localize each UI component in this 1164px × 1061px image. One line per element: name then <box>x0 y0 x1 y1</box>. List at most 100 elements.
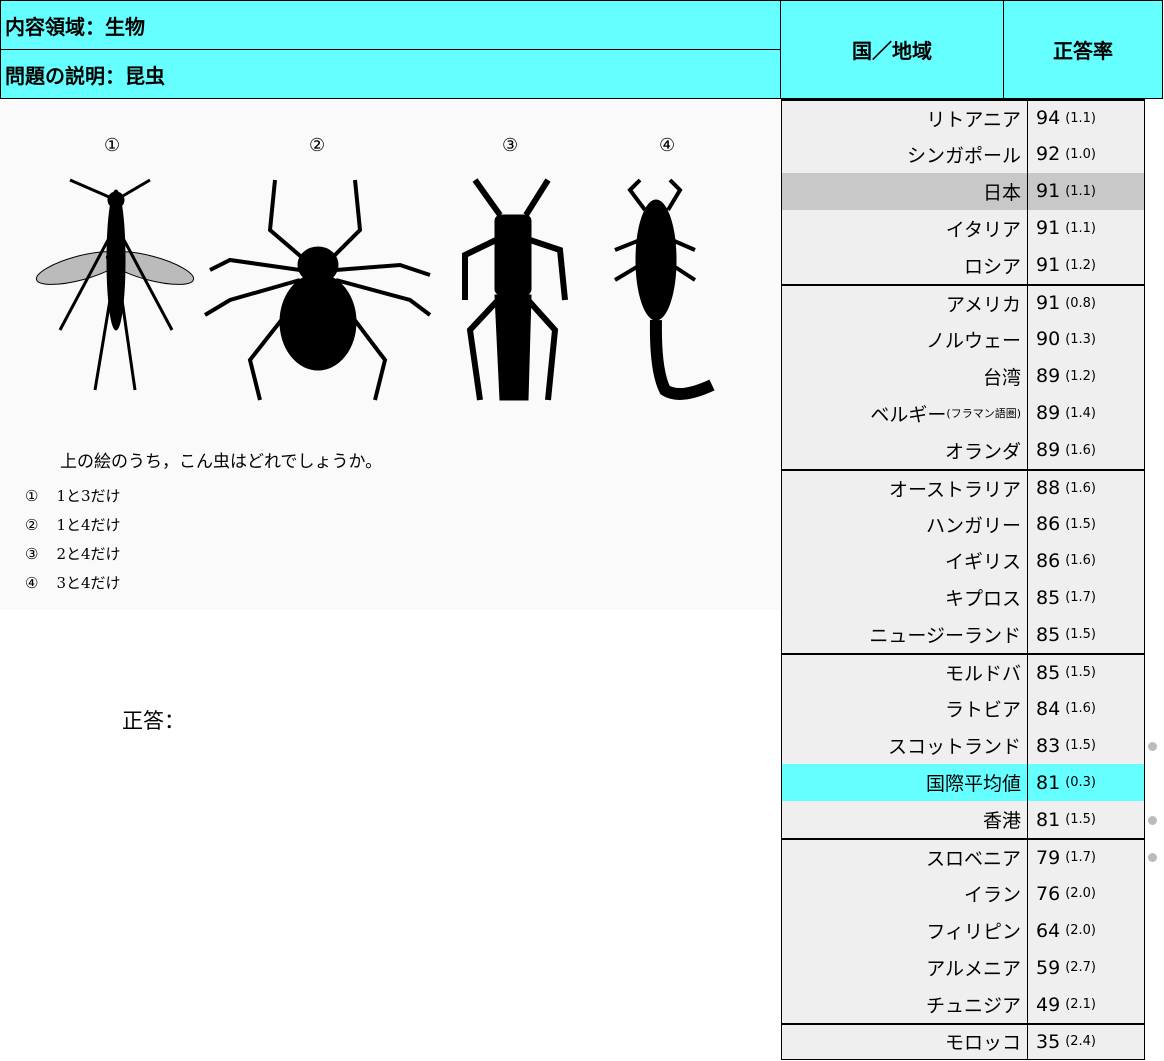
score: 91 <box>1036 292 1061 315</box>
table-row: イラン 76 (2.0) <box>781 875 1145 913</box>
flag-dot <box>1148 741 1157 751</box>
score-cell: 59 (2.7) <box>1027 949 1144 987</box>
score: 90 <box>1036 328 1061 351</box>
standard-error: (1.7) <box>1065 850 1097 866</box>
score-cell: 85 (1.7) <box>1027 579 1144 617</box>
spider <box>203 179 432 401</box>
score-cell: 91 (1.2) <box>1027 246 1144 284</box>
country-cell: オランダ <box>945 432 1021 469</box>
standard-error: (1.2) <box>1065 368 1097 384</box>
standard-error: (1.4) <box>1065 405 1097 421</box>
standard-error: (2.0) <box>1065 886 1097 902</box>
answer-label: 正答： <box>122 709 185 733</box>
country: イタリア <box>945 218 1021 241</box>
score-cell: 86 (1.5) <box>1027 505 1144 543</box>
country: ニュージーランド <box>869 625 1021 648</box>
country-cell: アメリカ <box>946 286 1021 321</box>
flag-dot <box>1148 852 1157 862</box>
score: 86 <box>1036 513 1061 536</box>
country: 台湾 <box>982 366 1021 389</box>
country-cell: スコットランド <box>888 727 1021 764</box>
score-cell: 91 (0.8) <box>1027 285 1144 321</box>
score-cell: 81 (1.5) <box>1027 801 1144 839</box>
standard-error: (1.1) <box>1065 220 1097 236</box>
score: 86 <box>1036 549 1061 572</box>
score: 91 <box>1036 254 1061 277</box>
country: ラトビア <box>944 699 1021 722</box>
score: 79 <box>1036 846 1061 869</box>
option: ③ 2と4だけ <box>25 540 121 569</box>
score-cell: 64 (2.0) <box>1027 912 1144 950</box>
table-row: イタリア 91 (1.1) <box>781 209 1145 247</box>
options: ① 1と3だけ ② 1と4だけ ③ 2と4だけ ④ 3と4だけ <box>25 482 121 598</box>
country: 香港 <box>982 810 1021 833</box>
option: ① 1と3だけ <box>25 482 121 511</box>
score-cell: 88 (1.6) <box>1027 470 1144 506</box>
score-cell: 83 (1.5) <box>1027 727 1144 765</box>
country: フィリピン <box>926 921 1021 944</box>
standard-error: (1.6) <box>1065 480 1097 496</box>
country: 日本 <box>982 181 1021 204</box>
option-text: 1と4だけ <box>56 516 121 534</box>
country: オーストラリア <box>888 478 1021 501</box>
score: 89 <box>1036 402 1061 425</box>
table-row: 台湾 89 (1.2) <box>781 357 1145 395</box>
table-row: 国際平均値 81 (0.3) <box>781 764 1145 802</box>
country: スロベニア <box>925 848 1021 871</box>
option-number: ② <box>25 516 39 534</box>
score: 81 <box>1036 808 1061 831</box>
country-header: 国／地域 <box>780 0 1004 99</box>
table-row: ハンガリー 86 (1.5) <box>781 505 1145 543</box>
score-header: 正答率 <box>1003 0 1163 99</box>
country: モロッコ <box>944 1032 1021 1055</box>
flag-dot <box>1148 815 1157 825</box>
country: 国際平均値 <box>925 773 1021 796</box>
figure <box>0 100 780 610</box>
table-row: ノルウェー 90 (1.3) <box>781 320 1145 358</box>
score: 94 <box>1036 107 1061 130</box>
score-cell: 81 (0.3) <box>1027 764 1144 802</box>
standard-error: (1.6) <box>1065 553 1097 569</box>
country: スコットランド <box>887 736 1021 759</box>
country-cell: ハンガリー <box>926 506 1021 543</box>
score: 85 <box>1036 623 1061 646</box>
score: 88 <box>1036 477 1061 500</box>
score-cell: 86 (1.6) <box>1027 542 1144 580</box>
table-row: アルメニア 59 (2.7) <box>781 949 1145 987</box>
country: イラン <box>963 884 1021 907</box>
option-number: ④ <box>25 574 39 592</box>
score-cell: 49 (2.1) <box>1027 986 1144 1023</box>
country: アメリカ <box>945 293 1021 316</box>
standard-error: (2.1) <box>1065 997 1097 1012</box>
table-row: イギリス 86 (1.6) <box>781 542 1145 580</box>
standard-error: (1.5) <box>1065 812 1097 828</box>
country-cell: リトアニア <box>926 101 1021 136</box>
standard-error: (1.2) <box>1065 257 1097 273</box>
country-cell: モルドバ <box>945 655 1021 690</box>
country-cell: チュニジア <box>926 986 1021 1023</box>
score: 81 <box>1036 771 1061 794</box>
score-cell: 91 (1.1) <box>1027 209 1144 247</box>
table-row: リトアニア 94 (1.1) <box>781 99 1145 136</box>
score: 59 <box>1036 956 1061 979</box>
country-cell: 台湾 <box>983 358 1021 395</box>
country-cell: 日本 <box>983 173 1021 210</box>
content-area: 内容領域：生物 <box>0 0 781 50</box>
country-cell: アルメニア <box>926 949 1021 986</box>
table-row: モルドバ 85 (1.5) <box>781 653 1145 691</box>
option: ② 1と4だけ <box>25 511 121 540</box>
standard-error: (0.8) <box>1065 295 1097 311</box>
country: リトアニア <box>926 108 1021 131</box>
option: ④ 3と4だけ <box>25 569 121 598</box>
country: シンガポール <box>906 144 1021 167</box>
score: 91 <box>1036 180 1061 203</box>
score-cell: 76 (2.0) <box>1027 875 1144 913</box>
score-cell: 90 (1.3) <box>1027 320 1144 358</box>
country-cell: 国際平均値 <box>926 764 1021 801</box>
score: 85 <box>1036 661 1061 684</box>
country-cell: イタリア <box>946 210 1021 247</box>
standard-error: (1.5) <box>1065 627 1097 643</box>
score-cell: 89 (1.2) <box>1027 357 1144 395</box>
standard-error: (2.0) <box>1065 923 1097 939</box>
